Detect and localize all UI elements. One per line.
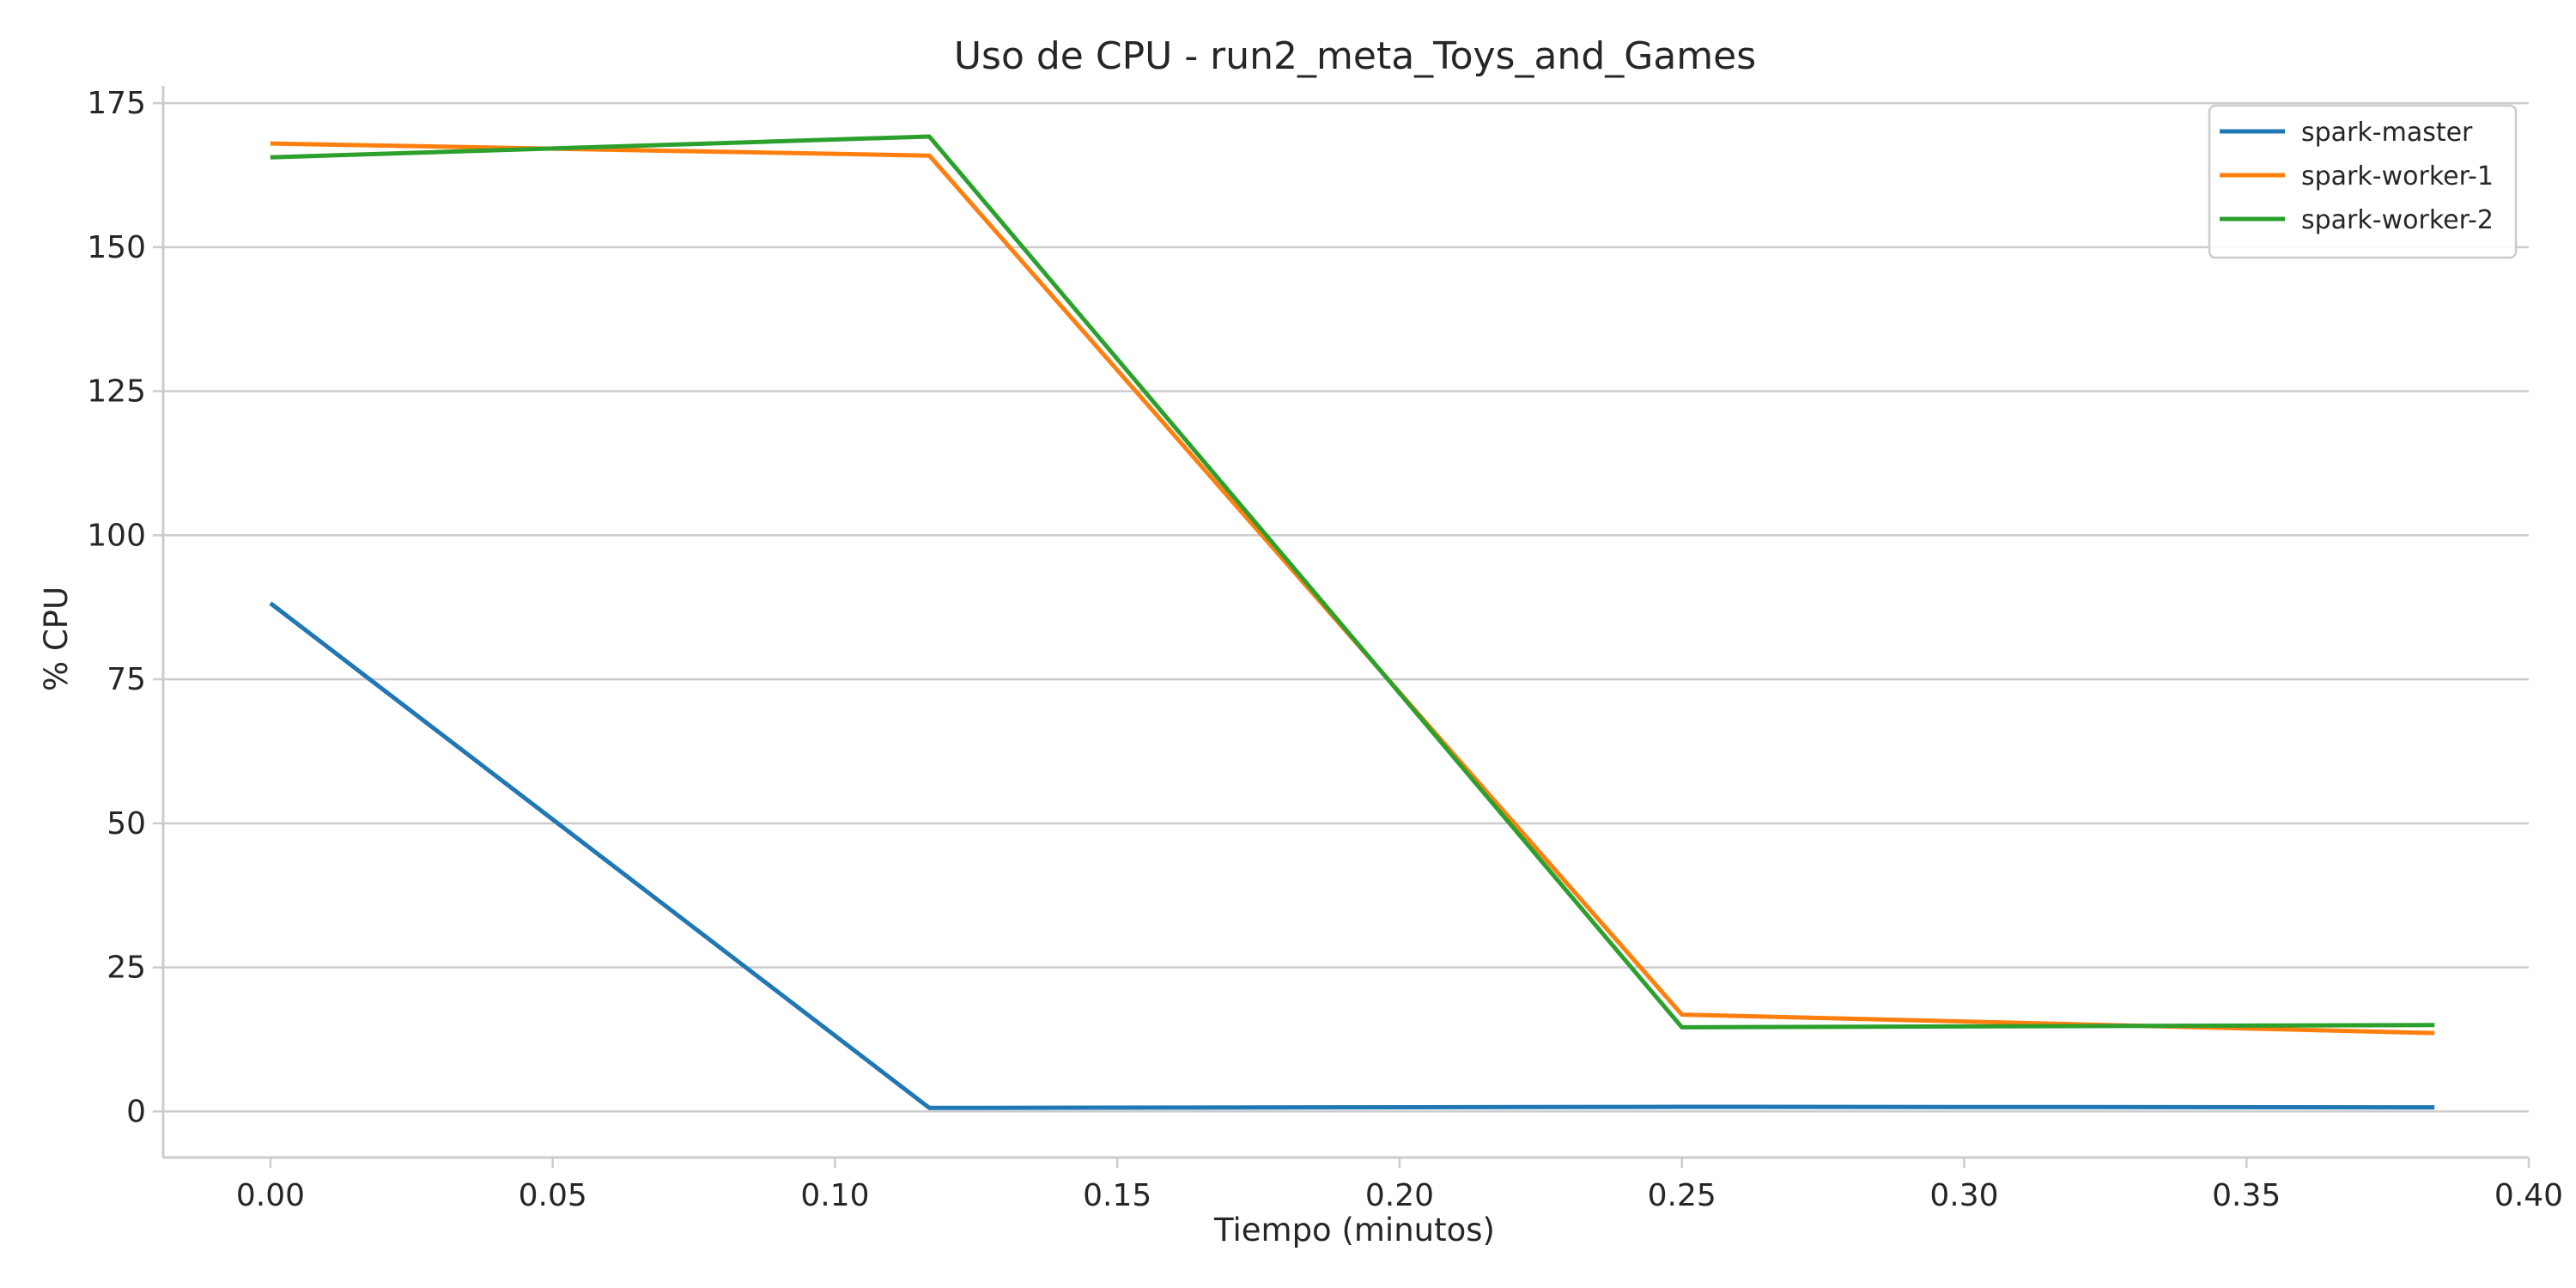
legend-label: spark-worker-2 [2301, 205, 2494, 235]
axis-ticks: 0 25 50 75 100 125 150 175 0.00 0.05 0.10 0.15 0.20 0… [87, 86, 2563, 1213]
x-tick-label: 0.40 [2494, 1178, 2563, 1213]
series-lines [269, 134, 2435, 1110]
y-tick-label: 150 [87, 230, 146, 265]
chart-title: Uso de CPU - run2_meta_Toys_and_Games [954, 34, 1756, 78]
x-tick-label: 0.30 [1929, 1178, 1998, 1213]
x-tick-label: 0.05 [519, 1178, 587, 1213]
y-tick-label: 25 [106, 951, 146, 986]
x-tick-label: 0.00 [236, 1178, 305, 1213]
y-tick-label: 175 [87, 86, 146, 121]
y-axis-label: % CPU [38, 586, 75, 691]
legend: spark-master spark-worker-1 spark-worker-2 [2208, 104, 2518, 259]
legend-frame [2208, 104, 2518, 259]
y-tick-label: 75 [106, 662, 146, 697]
axis-spines [161, 86, 2529, 1159]
x-axis-label: Tiempo (minutos) [1213, 1212, 1495, 1249]
legend-label: spark-master [2301, 118, 2473, 148]
series-line-spark-worker-1 [270, 141, 2435, 1036]
x-tick-label: 0.10 [800, 1178, 869, 1213]
x-tick-label: 0.35 [2212, 1178, 2281, 1213]
y-tick-label: 100 [87, 518, 146, 553]
x-tick-label: 0.20 [1365, 1178, 1434, 1213]
grid-lines [163, 101, 2529, 1113]
series-line-spark-master [269, 601, 2435, 1110]
x-tick-label: 0.25 [1648, 1178, 1716, 1213]
series-line-spark-worker-2 [270, 134, 2435, 1030]
y-tick-label: 125 [87, 374, 146, 410]
x-tick-label: 0.15 [1083, 1178, 1151, 1213]
y-tick-label: 50 [106, 806, 146, 841]
y-tick-label: 0 [126, 1094, 146, 1129]
legend-label: spark-worker-1 [2301, 161, 2494, 191]
